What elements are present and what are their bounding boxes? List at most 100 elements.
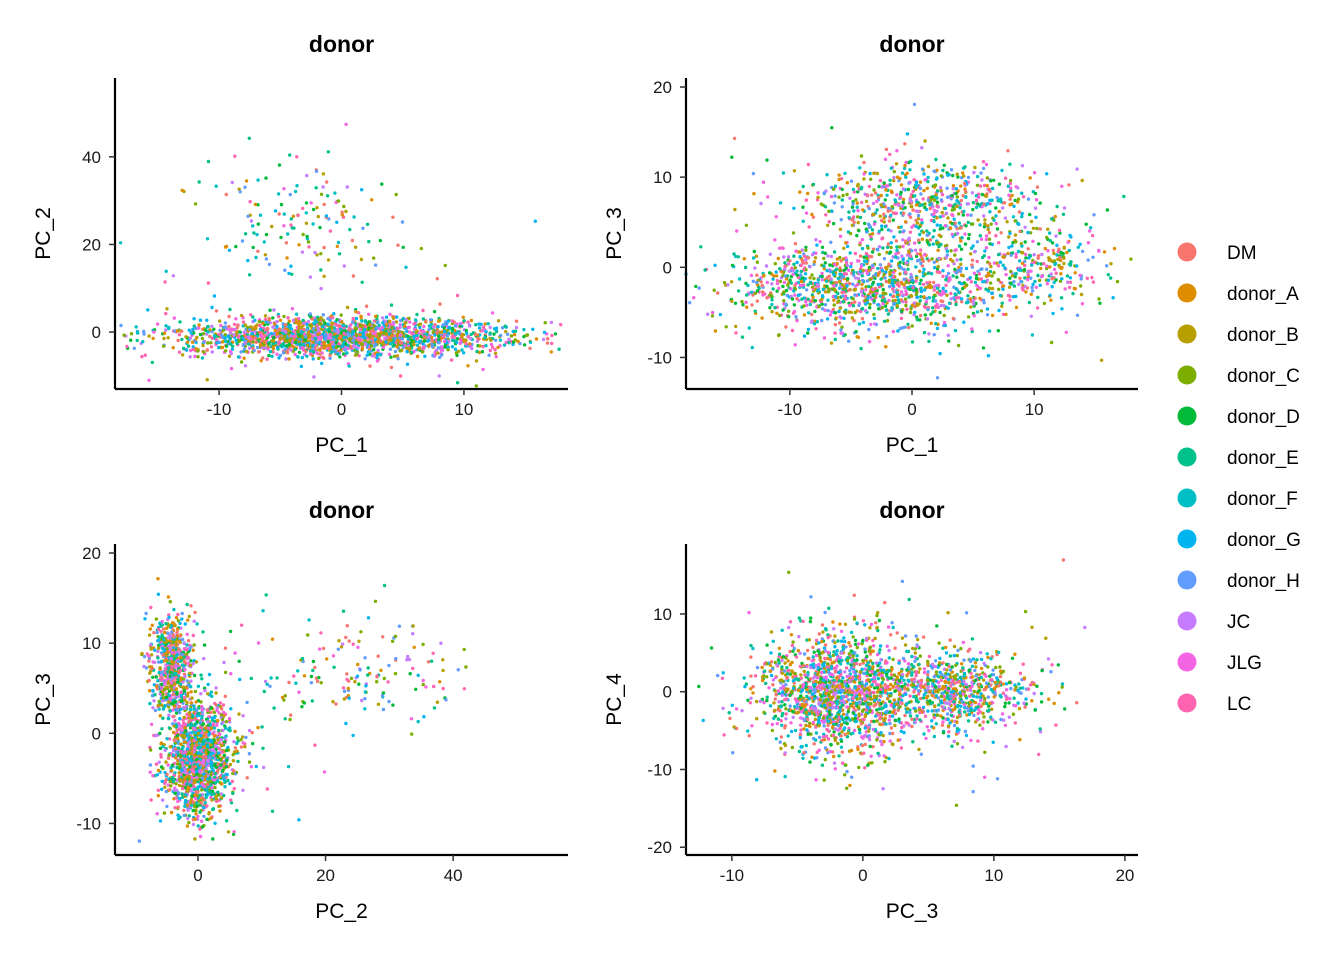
data-point (857, 336, 860, 339)
data-point (322, 313, 325, 316)
data-point (934, 322, 937, 325)
data-point (777, 257, 780, 260)
data-point (837, 310, 840, 313)
data-point (862, 321, 865, 324)
data-point (987, 228, 990, 231)
data-point (860, 201, 863, 204)
data-point (953, 218, 956, 221)
data-point (852, 209, 855, 212)
data-point (284, 330, 287, 333)
data-point (973, 250, 976, 253)
data-point (941, 275, 944, 278)
data-point (374, 315, 377, 318)
data-point (1043, 302, 1046, 305)
data-point (305, 222, 308, 225)
data-point (274, 329, 277, 332)
data-point (1017, 283, 1020, 286)
data-point (766, 195, 769, 198)
data-point (947, 307, 950, 310)
data-point (860, 187, 863, 190)
data-point (414, 318, 417, 321)
data-point (781, 247, 784, 250)
data-point (492, 332, 495, 335)
data-point (244, 323, 247, 326)
data-point (821, 246, 824, 249)
data-point (826, 309, 829, 312)
data-point (456, 381, 459, 384)
data-point (976, 184, 979, 187)
data-point (523, 343, 526, 346)
data-point (367, 313, 370, 316)
data-point (311, 317, 314, 320)
data-point (985, 246, 988, 249)
data-point (951, 235, 954, 238)
data-point (971, 191, 974, 194)
data-point (522, 328, 525, 331)
data-point (135, 325, 138, 328)
data-point (454, 348, 457, 351)
x-tick-label: 0 (337, 400, 346, 419)
data-point (881, 246, 884, 249)
data-point (808, 276, 811, 279)
data-point (793, 284, 796, 287)
data-point (859, 270, 862, 273)
data-point (930, 195, 933, 198)
data-point (753, 250, 756, 253)
data-point (1075, 264, 1078, 267)
data-point (936, 291, 939, 294)
data-point (967, 202, 970, 205)
data-point (513, 333, 516, 336)
data-point (976, 218, 979, 221)
data-point (965, 283, 968, 286)
data-point (244, 341, 247, 344)
data-point (844, 241, 847, 244)
data-point (301, 319, 304, 322)
data-point (951, 274, 954, 277)
data-point (287, 357, 290, 360)
data-point (964, 190, 967, 193)
data-point (879, 203, 882, 206)
data-point (895, 149, 898, 152)
data-point (147, 334, 150, 337)
data-point (259, 328, 262, 331)
data-point (227, 325, 230, 328)
data-point (1060, 277, 1063, 280)
data-point (830, 126, 833, 129)
data-point (364, 325, 367, 328)
data-point (835, 268, 838, 271)
x-tick-label: 10 (1025, 400, 1044, 419)
data-point (866, 246, 869, 249)
data-point (845, 284, 848, 287)
data-point (344, 210, 347, 213)
data-point (270, 355, 273, 358)
data-point (199, 333, 202, 336)
data-point (893, 198, 896, 201)
data-point (1040, 253, 1043, 256)
data-point (895, 162, 898, 165)
data-point (888, 179, 891, 182)
data-point (952, 184, 955, 187)
data-point (491, 346, 494, 349)
x-tick-label: -10 (778, 400, 803, 419)
data-point (980, 267, 983, 270)
data-point (756, 261, 759, 264)
data-point (887, 299, 890, 302)
data-point (305, 323, 308, 326)
y-tick-label: 20 (82, 235, 101, 254)
data-point (396, 244, 399, 247)
data-point (825, 269, 828, 272)
data-point (340, 313, 343, 316)
data-point (133, 347, 136, 350)
data-point (853, 221, 856, 224)
data-point (320, 362, 323, 365)
data-point (932, 242, 935, 245)
data-point (302, 343, 305, 346)
data-point (431, 345, 434, 348)
data-point (734, 331, 737, 334)
data-point (489, 339, 492, 342)
data-point (874, 287, 877, 290)
data-point (1048, 294, 1051, 297)
data-point (953, 253, 956, 256)
data-point (313, 251, 316, 254)
data-point (1066, 241, 1069, 244)
